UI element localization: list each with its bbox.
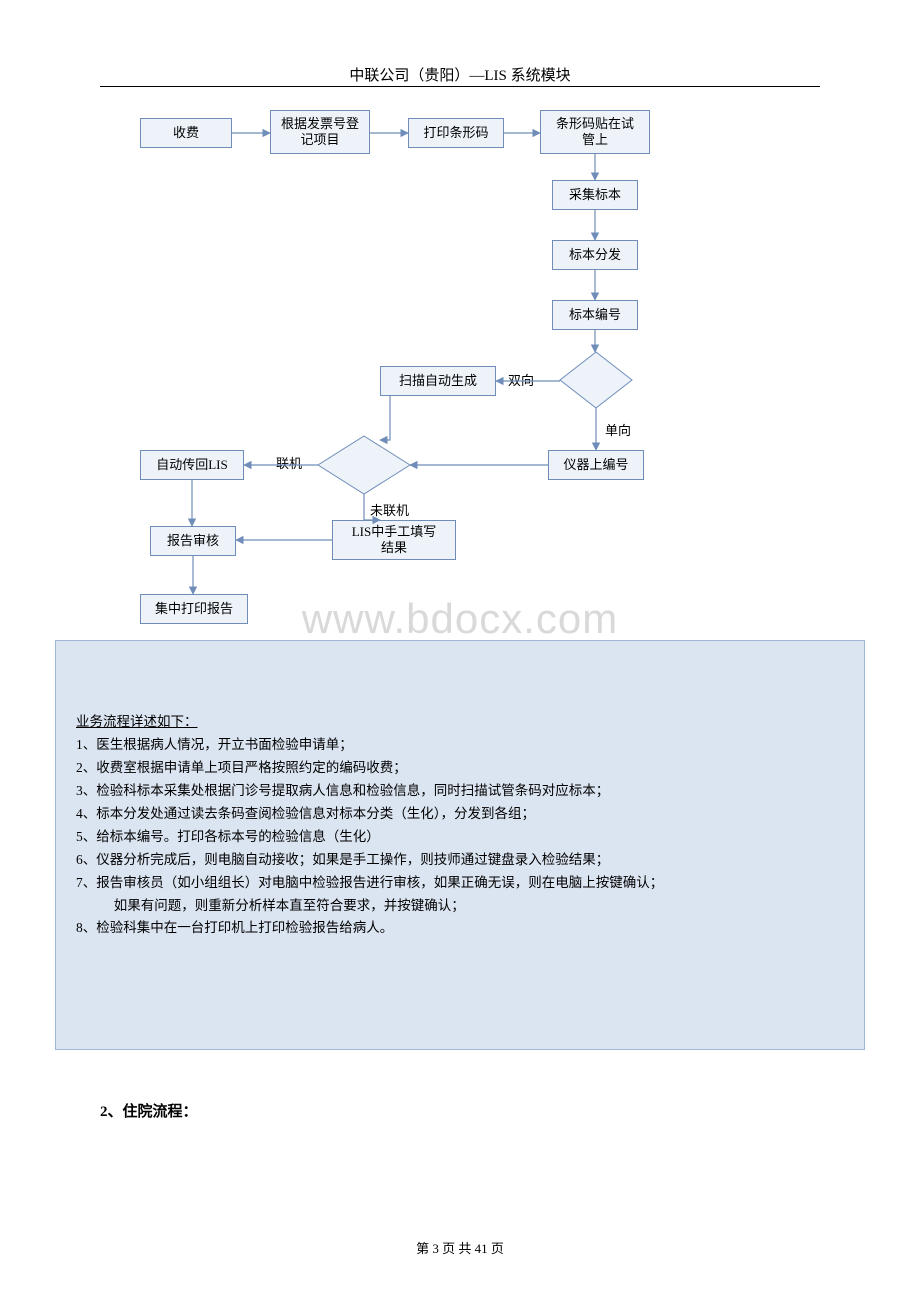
description-title: 业务流程详述如下： (76, 711, 844, 734)
description-line: 1、医生根据病人情况，开立书面检验申请单； (76, 734, 844, 757)
description-line: 如果有问题，则重新分析样本直至符合要求，并按键确认； (76, 895, 844, 918)
page-header-title: 中联公司（贵阳）—LIS 系统模块 (0, 64, 920, 85)
page-footer: 第 3 页 共 41 页 (0, 1238, 920, 1257)
description-line: 2、收费室根据申请单上项目严格按照约定的编码收费； (76, 757, 844, 780)
description-panel: 业务流程详述如下：1、医生根据病人情况，开立书面检验申请单；2、收费室根据申请单… (55, 640, 865, 1050)
description-line: 3、检验科标本采集处根据门诊号提取病人信息和检验信息，同时扫描试管条码对应标本； (76, 780, 844, 803)
flowchart: 双向单向联机未联机收费根据发票号登记项目打印条形码条形码贴在试管上采集标本标本分… (100, 100, 820, 640)
description-line: 8、检验科集中在一台打印机上打印检验报告给病人。 (76, 917, 844, 940)
description-line: 6、仪器分析完成后，则电脑自动接收；如果是手工操作，则技师通过键盘录入检验结果； (76, 849, 844, 872)
description-line: 7、报告审核员（如小组组长）对电脑中检验报告进行审核，如果正确无误，则在电脑上按… (76, 872, 844, 895)
header-rule (100, 86, 820, 87)
description-line: 5、给标本编号。打印各标本号的检验信息（生化） (76, 826, 844, 849)
section-heading: 2、住院流程： (100, 1100, 198, 1121)
description-line: 4、标本分发处通过读去条码查阅检验信息对标本分类（生化），分发到各组； (76, 803, 844, 826)
